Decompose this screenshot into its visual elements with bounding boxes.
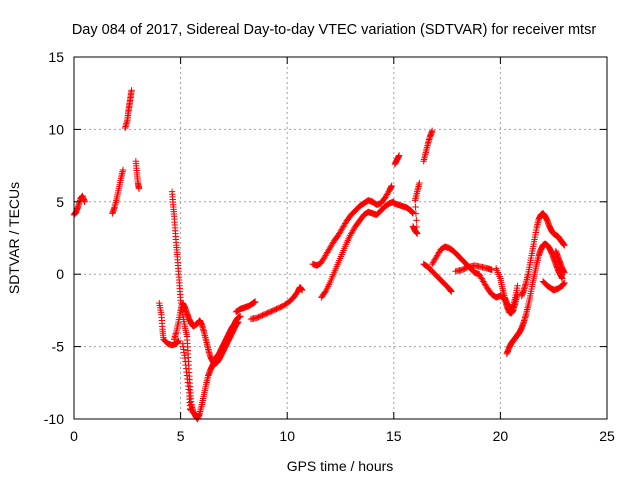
series-arc22: [503, 240, 566, 358]
y-tick-label: -10: [44, 411, 64, 427]
data-point: [488, 266, 496, 274]
x-tick-label: 10: [279, 428, 295, 444]
y-tick-label: 15: [48, 49, 64, 65]
data-point: [413, 217, 420, 224]
y-tick-label: 5: [56, 194, 64, 210]
data-point: [559, 275, 566, 282]
series-arc25: [552, 247, 568, 276]
series-arc11: [309, 182, 395, 269]
series-arc2: [109, 166, 127, 217]
x-tick-label: 0: [70, 428, 78, 444]
series-arc14: [391, 152, 403, 168]
data-point: [413, 223, 421, 231]
series-arc19: [452, 262, 496, 275]
series-arc21: [492, 265, 521, 313]
series-arc16: [420, 127, 436, 165]
data-point: [298, 286, 306, 294]
data-point: [416, 179, 423, 187]
series-arc13: [390, 200, 417, 217]
data-point: [414, 230, 421, 237]
series-arc3: [121, 87, 135, 132]
y-tick-label: 0: [56, 266, 64, 282]
data-point: [188, 407, 195, 414]
data-point: [234, 318, 242, 326]
series-arc23: [518, 210, 568, 300]
data-point: [412, 210, 420, 217]
data-point: [135, 185, 143, 192]
data-points: [70, 87, 568, 423]
axis-ticks: 0 5 10 15 20 25 -10 -5 0 5 10 15: [44, 49, 615, 444]
y-axis-label: SDTVAR / TECUs: [6, 182, 22, 294]
data-point: [388, 182, 395, 190]
x-tick-label: 15: [386, 428, 402, 444]
data-point: [237, 312, 244, 320]
grid-lines: [74, 57, 607, 419]
data-point: [412, 203, 419, 211]
series-arc7: [171, 299, 242, 368]
data-point: [514, 282, 521, 289]
series-arc6: [168, 188, 244, 423]
data-point: [119, 166, 127, 174]
data-point: [448, 288, 455, 295]
data-point: [561, 242, 568, 249]
chart-title: Day 084 of 2017, Sidereal Day-to-day VTE…: [72, 22, 597, 38]
x-tick-label: 20: [493, 428, 509, 444]
series-arc12: [318, 198, 397, 301]
data-point: [395, 152, 403, 159]
data-point: [175, 337, 182, 345]
data-point: [81, 198, 88, 205]
data-point: [561, 269, 568, 276]
data-point: [128, 87, 135, 94]
series-arc1: [70, 192, 88, 219]
series-arc10: [247, 284, 306, 323]
x-tick-label: 25: [599, 428, 615, 444]
series-arc8: [179, 340, 195, 414]
series-arc17: [420, 260, 455, 295]
series-arc20: [475, 271, 521, 317]
x-tick-label: 5: [177, 428, 185, 444]
data-point: [561, 279, 568, 287]
series-arc24: [539, 278, 568, 294]
data-point: [252, 298, 259, 305]
series-arc15: [409, 179, 423, 237]
data-point: [428, 127, 436, 135]
series-arc4: [132, 158, 143, 192]
y-tick-label: 10: [48, 121, 64, 137]
plot-frame: [73, 56, 608, 420]
series-arc5: [156, 299, 182, 349]
x-axis-label: GPS time / hours: [287, 458, 394, 474]
y-tick-label: -5: [52, 339, 65, 355]
series-arc9: [232, 298, 259, 316]
